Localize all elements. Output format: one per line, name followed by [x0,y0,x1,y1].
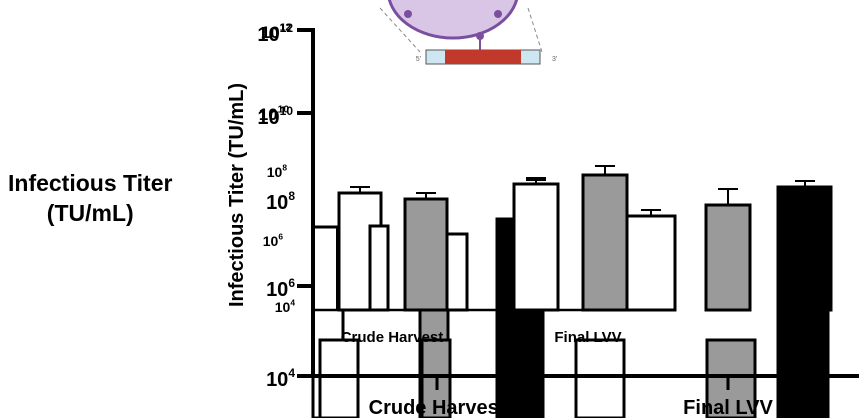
construct-insert [445,50,521,64]
overlay-tick-label-6: 106 [263,232,284,249]
bar-s2-c1 [777,185,833,312]
side-axis-label: Infectious Titer (TU/mL) [8,168,172,228]
bar-s1-c0 [403,197,449,312]
bar-edge-left [336,226,339,310]
inset-black-bar [497,312,543,418]
back-bar-white-final [574,338,626,418]
y-tick-label-8: 108 [266,189,295,214]
back-tick-label-4: 104 [275,298,296,315]
side-axis-label-line-1: Infectious Titer [8,170,173,196]
inset-category-label-1: Final LVV [554,329,621,346]
bar-white-small-2 [368,224,390,312]
bar-s0-c1 [625,214,677,312]
back-bar-black-final [777,340,829,418]
bar-gray-mid [581,173,629,312]
side-axis-label-line-2: (TU/mL) [46,200,134,226]
back-bar-white-lower [318,338,360,418]
bar-white-small [445,232,469,312]
inset-chart: Crude Harvest Final LVV [313,308,640,418]
background-bars [311,185,830,418]
vector-graphic: 5' 3' [379,0,557,65]
bar-s1-c1 [704,203,752,312]
zoom-line-right [527,7,543,53]
overlay-tick-label-8: 108 [267,163,288,180]
construct-5-prime: 5' [416,56,421,63]
axes: 1041061081010101210121010108106104Infect… [226,21,859,418]
y-tick-label-12: 1012 [257,21,293,46]
y-tick-label-6: 106 [266,276,295,301]
back-tick-label-12: 1012 [261,22,292,42]
zoom-line-left [379,7,421,53]
y-tick-label-10: 1010 [257,104,293,129]
particle-graphic [387,0,519,40]
y-axis-title: Infectious Titer (TU/mL) [226,83,248,307]
bar-white-mid [512,182,560,312]
construct-3-prime: 3' [552,56,557,63]
particle-dot-left [404,10,412,18]
inset-category-label-0: Crude Harvest [341,329,444,346]
x-category-label-1: Final LVV [683,397,773,418]
back-bar-gray-final [705,338,757,418]
x-category-label-0: Crude Harvest [369,397,506,418]
particle-dot-right [494,10,502,18]
y-tick-label-4: 104 [266,366,295,391]
main-bars [336,165,833,312]
back-tick-label-10: 1010 [259,104,290,124]
